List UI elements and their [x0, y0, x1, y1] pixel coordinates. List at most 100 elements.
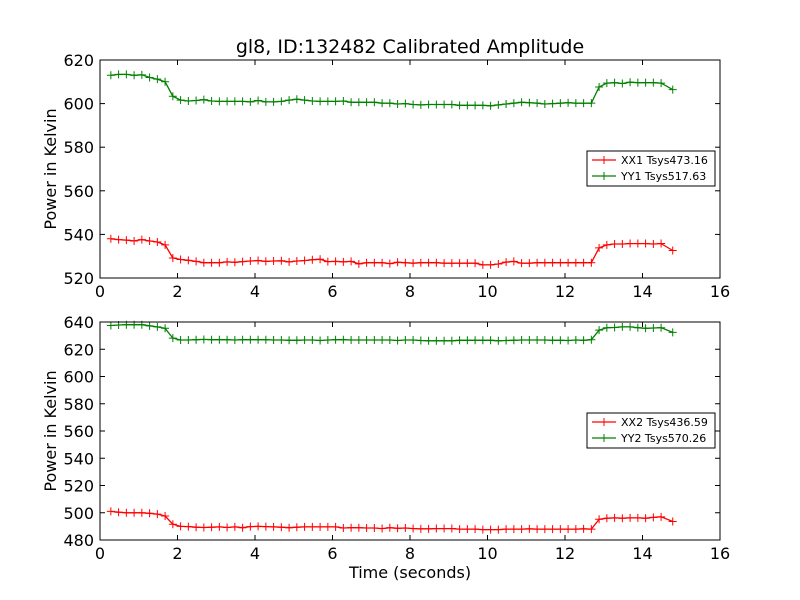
data-point	[440, 259, 449, 268]
data-point	[540, 335, 549, 344]
data-point	[424, 258, 433, 267]
data-point	[416, 100, 425, 109]
data-point	[494, 260, 503, 269]
series-2	[106, 70, 677, 110]
data-point	[106, 321, 115, 330]
data-point	[153, 510, 162, 519]
data-point	[657, 512, 666, 521]
data-point	[215, 522, 224, 531]
data-point	[261, 335, 270, 344]
data-point	[362, 335, 371, 344]
data-point	[168, 92, 177, 101]
data-point	[548, 336, 557, 345]
data-point	[308, 335, 317, 344]
legend-label: XX2 Tsys436.59	[621, 416, 708, 429]
legend: XX1 Tsys473.16 YY1 Tsys517.63	[586, 150, 716, 187]
data-point	[207, 523, 216, 532]
data-point	[308, 522, 317, 531]
data-point	[447, 336, 456, 345]
data-point	[246, 97, 255, 106]
data-point	[509, 99, 518, 108]
data-point	[223, 335, 232, 344]
data-point	[409, 259, 418, 268]
x-tick-label: 4	[250, 544, 260, 563]
data-point	[409, 524, 418, 533]
data-point	[292, 95, 301, 104]
data-point	[649, 323, 658, 332]
x-tick-label: 14	[632, 282, 652, 301]
data-point	[137, 235, 146, 244]
data-point	[641, 514, 650, 523]
data-point	[502, 525, 511, 534]
data-point	[385, 523, 394, 532]
data-point	[416, 258, 425, 267]
data-point	[254, 96, 263, 105]
data-point	[130, 508, 139, 517]
data-point	[192, 335, 201, 344]
data-point	[447, 259, 456, 268]
data-point	[347, 335, 356, 344]
data-point	[447, 524, 456, 533]
data-point	[339, 257, 348, 266]
y-tick-label: 520	[63, 477, 94, 496]
data-point	[618, 79, 627, 88]
data-point	[533, 99, 542, 108]
series-1	[106, 234, 677, 269]
data-point	[246, 335, 255, 344]
y-tick-label: 620	[63, 340, 94, 359]
data-point	[409, 335, 418, 344]
data-point	[668, 85, 677, 94]
data-point	[354, 259, 363, 268]
x-axis-title: Time (seconds)	[348, 563, 471, 582]
data-point	[618, 239, 627, 248]
legend-entry-2: YY1 Tsys517.63	[592, 170, 706, 183]
data-point	[308, 255, 317, 264]
data-point	[137, 70, 146, 79]
data-point	[633, 513, 642, 522]
data-point	[238, 97, 247, 106]
series-1	[106, 507, 677, 534]
data-point	[455, 525, 464, 534]
data-point	[331, 522, 340, 531]
data-point	[432, 336, 441, 345]
data-point	[595, 243, 604, 252]
data-point	[114, 508, 123, 517]
data-point	[153, 75, 162, 84]
data-point	[246, 522, 255, 531]
data-point	[323, 97, 332, 106]
data-point	[401, 99, 410, 108]
data-point	[316, 336, 325, 345]
data-point	[424, 336, 433, 345]
data-point	[440, 100, 449, 109]
data-point	[230, 522, 239, 531]
data-point	[254, 256, 263, 265]
data-point	[509, 257, 518, 266]
legend: XX2 Tsys436.59 YY2 Tsys570.26	[586, 412, 716, 449]
data-point	[269, 335, 278, 344]
data-point	[525, 259, 534, 268]
data-point	[416, 524, 425, 533]
data-point	[362, 98, 371, 107]
data-point	[261, 257, 270, 266]
data-point	[633, 78, 642, 87]
data-point	[370, 98, 379, 107]
data-point	[339, 524, 348, 533]
data-point	[370, 335, 379, 344]
y-tick-label: 580	[63, 138, 94, 157]
data-point	[106, 234, 115, 243]
data-point	[668, 517, 677, 526]
x-tick-label: 8	[405, 282, 415, 301]
data-point	[455, 101, 464, 110]
data-point	[223, 257, 232, 266]
data-point	[556, 336, 565, 345]
data-point	[184, 522, 193, 531]
data-point	[161, 512, 170, 521]
data-point	[114, 235, 123, 244]
data-point	[323, 335, 332, 344]
data-point	[540, 100, 549, 109]
y-tick-label: 600	[63, 368, 94, 387]
data-point	[440, 524, 449, 533]
data-point	[595, 326, 604, 335]
data-point	[540, 525, 549, 534]
data-point	[610, 513, 619, 522]
